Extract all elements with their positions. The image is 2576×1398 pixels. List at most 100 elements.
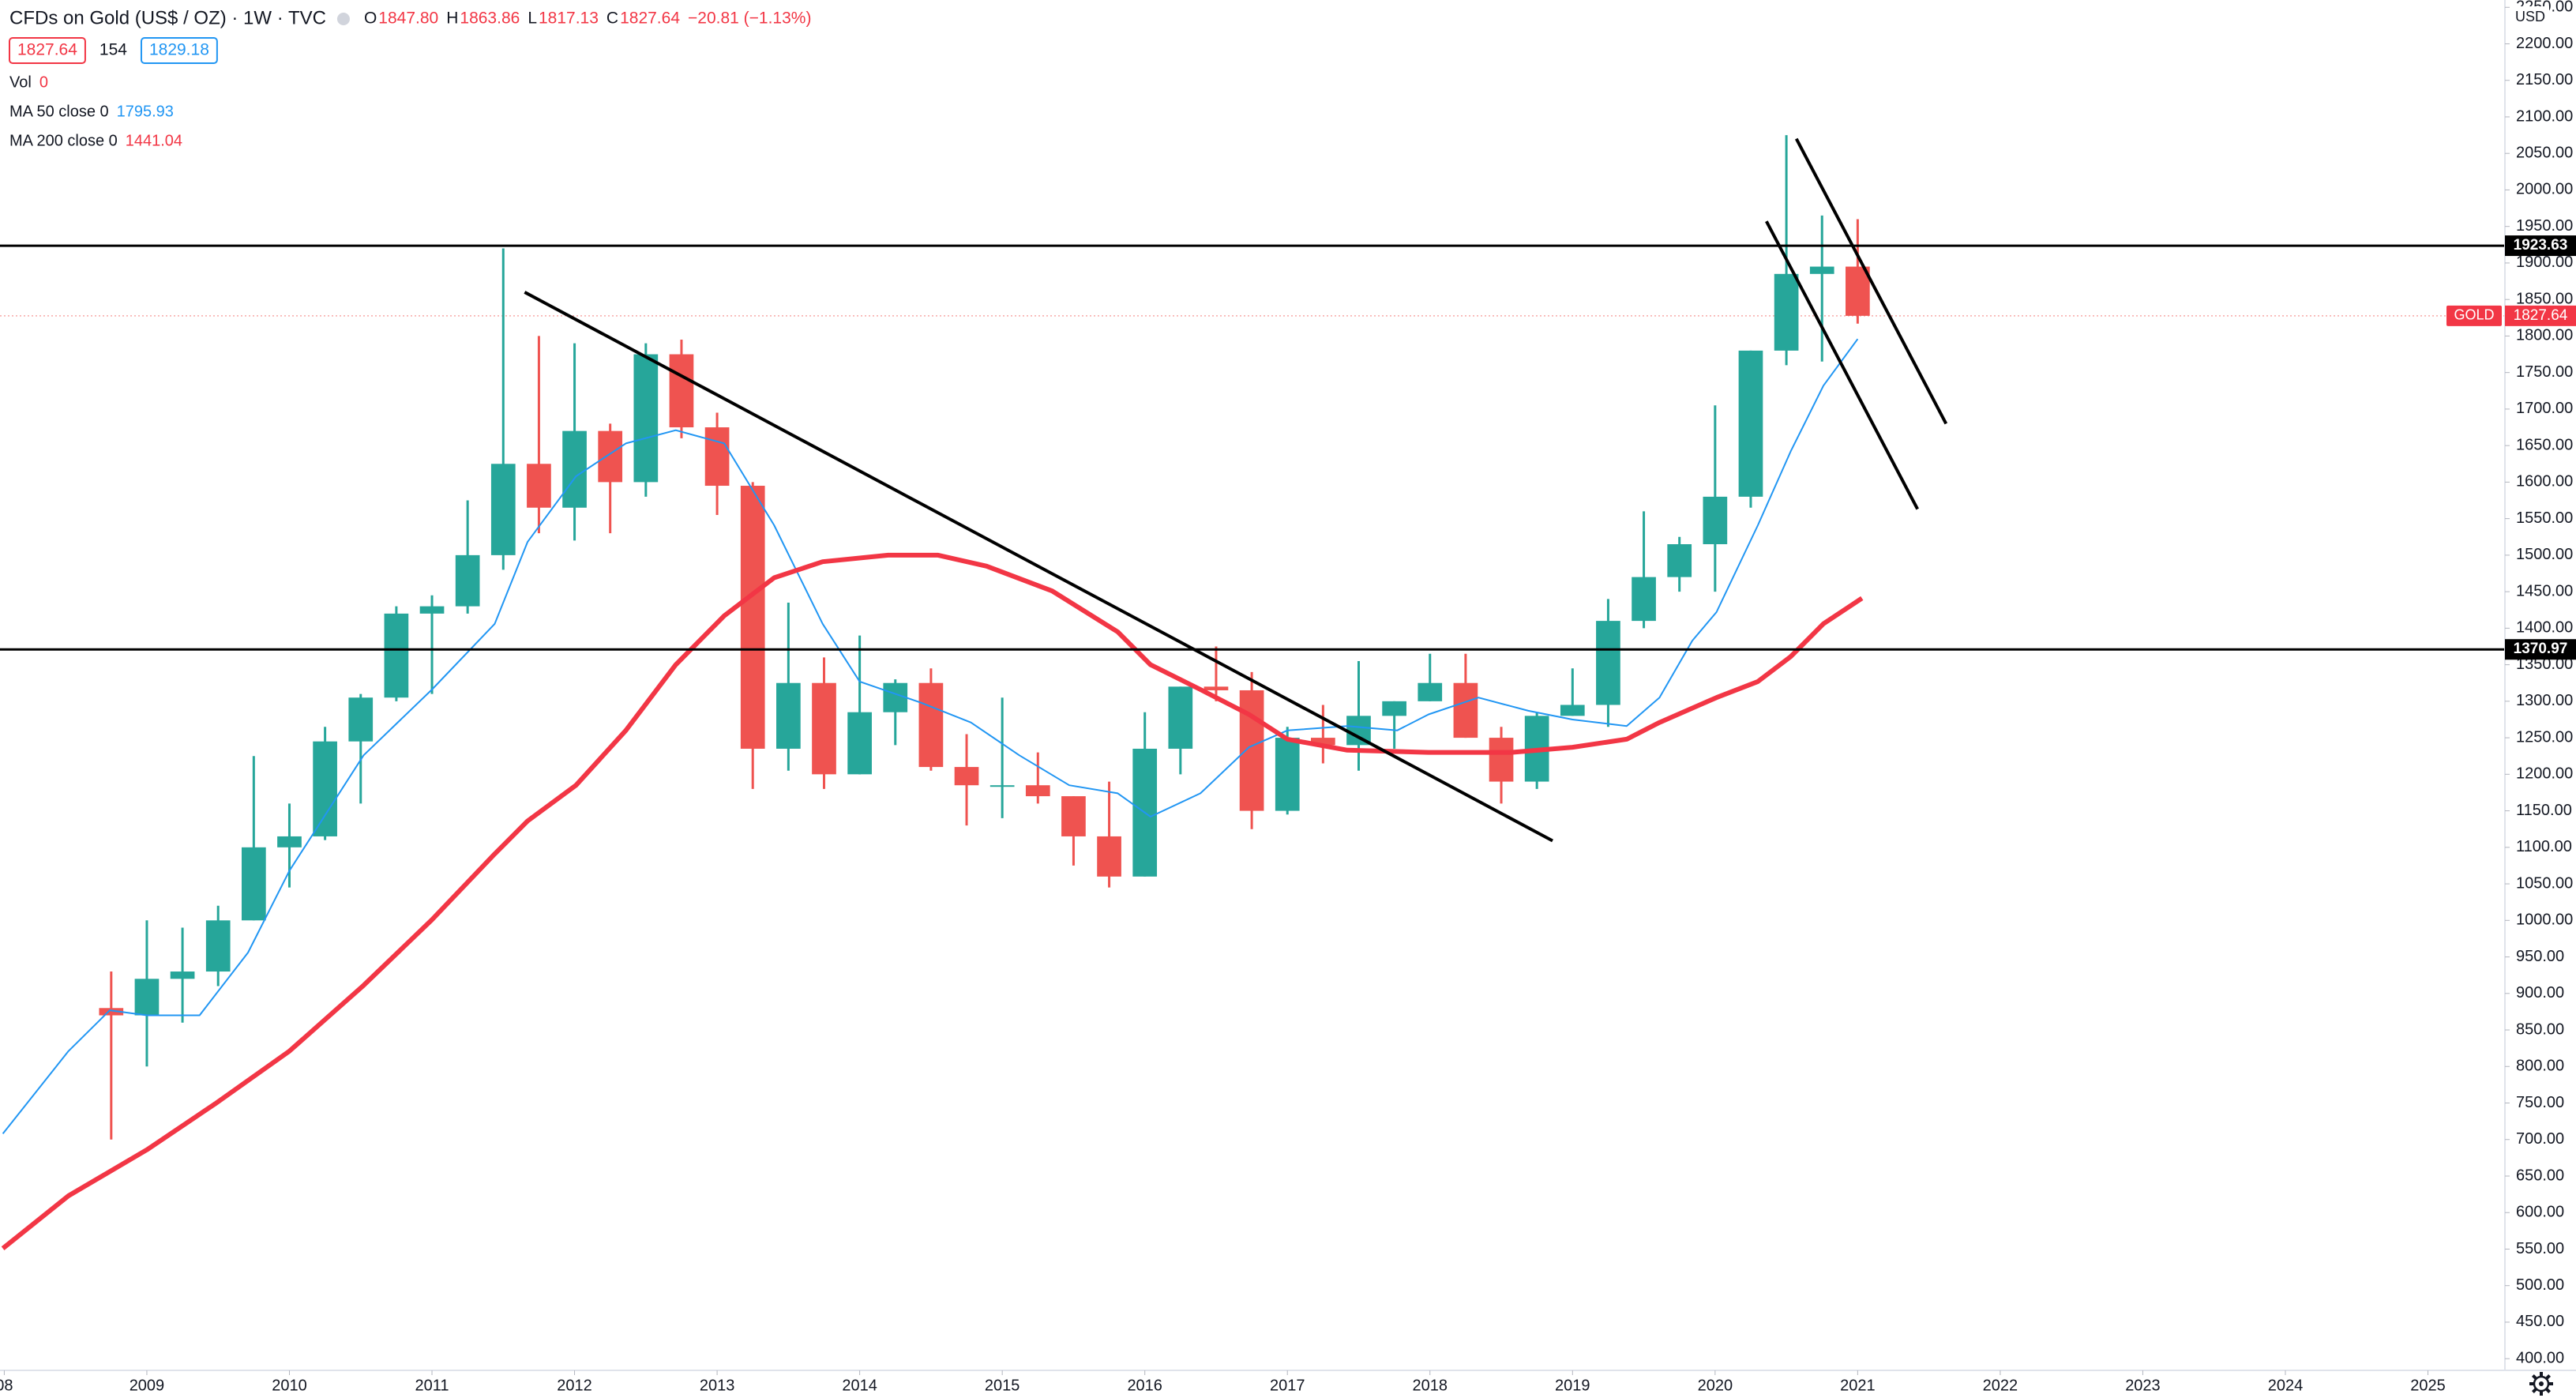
y-tick-label: 850.00 bbox=[2516, 1020, 2564, 1038]
legend: CFDs on Gold (US$ / OZ) · 1W · TVC O 1847.… bbox=[9, 7, 811, 149]
candle-body bbox=[99, 1008, 124, 1016]
candle-body bbox=[669, 354, 694, 428]
ohlc-change: −20.81 (−1.13%) bbox=[688, 9, 811, 28]
y-tick-label: 1900.00 bbox=[2516, 254, 2573, 271]
y-tick-label: 750.00 bbox=[2516, 1094, 2564, 1111]
settings-icon[interactable] bbox=[2529, 1372, 2553, 1396]
candle-body bbox=[170, 971, 195, 979]
candle-body bbox=[1667, 544, 1692, 577]
y-tick-label: 1350.00 bbox=[2516, 656, 2573, 673]
indicator-value: 1795.93 bbox=[117, 103, 174, 120]
y-tick-label: 1150.00 bbox=[2516, 802, 2572, 819]
ohlc-value: 1817.13 bbox=[539, 9, 599, 28]
indicator-value: 1441.04 bbox=[126, 132, 182, 149]
candle-body bbox=[704, 427, 730, 487]
horizontal-line-label: 1370.97 bbox=[2514, 641, 2568, 657]
candle-body bbox=[277, 836, 302, 847]
y-tick-label: 1600.00 bbox=[2516, 473, 2573, 490]
ohlc-key: L bbox=[528, 9, 537, 28]
horizontal-line-label-box bbox=[2505, 235, 2576, 257]
candle-body bbox=[740, 486, 765, 749]
candle-body bbox=[633, 354, 659, 483]
y-tick-label: 1850.00 bbox=[2516, 290, 2573, 307]
x-tick-label: 2016 bbox=[1127, 1377, 1162, 1394]
trendline bbox=[1794, 137, 1948, 425]
currency-box bbox=[2511, 6, 2549, 28]
candle-body bbox=[1382, 701, 1406, 716]
x-tick-label: 2018 bbox=[1413, 1377, 1448, 1394]
y-tick-label: 2000.00 bbox=[2516, 181, 2573, 198]
candle-body bbox=[490, 464, 516, 555]
last-price-label: 1827.64 bbox=[2514, 307, 2568, 324]
y-tick-label: 600.00 bbox=[2516, 1204, 2564, 1221]
bid-price: 1827.64 bbox=[17, 41, 77, 59]
y-tick-label: 1250.00 bbox=[2516, 728, 2573, 746]
y-tick-label: 1700.00 bbox=[2516, 400, 2573, 417]
candle-body bbox=[989, 785, 1015, 787]
y-tick-label: 1800.00 bbox=[2516, 327, 2573, 344]
trendline bbox=[524, 291, 1553, 843]
horizontal-line-label-box bbox=[2505, 639, 2576, 660]
y-tick-label: 1650.00 bbox=[2516, 436, 2573, 453]
x-tick-label: 2012 bbox=[557, 1377, 592, 1394]
y-tick-label: 1300.00 bbox=[2516, 692, 2573, 709]
indicator-name: Vol bbox=[9, 73, 32, 91]
y-tick-label: 700.00 bbox=[2516, 1130, 2564, 1148]
candle-body bbox=[1204, 686, 1229, 690]
candle-body bbox=[1025, 785, 1050, 797]
x-tick-label: 2011 bbox=[415, 1377, 449, 1394]
candle-body bbox=[313, 741, 337, 836]
x-tick-label: 2017 bbox=[1270, 1377, 1305, 1394]
candle-body bbox=[1097, 836, 1121, 877]
x-tick-label: 08 bbox=[0, 1377, 13, 1394]
candle-body bbox=[1275, 738, 1300, 811]
candle-body bbox=[776, 682, 801, 749]
y-tick-label: 1100.00 bbox=[2516, 838, 2572, 855]
ohlc-key: O bbox=[364, 9, 377, 28]
y-tick-label: 1000.00 bbox=[2516, 911, 2573, 929]
trendline bbox=[1765, 220, 1919, 510]
spread: 154 bbox=[100, 41, 127, 59]
candle-body bbox=[1846, 266, 1870, 316]
ohlc-value: 1863.86 bbox=[460, 9, 520, 28]
ohlc-key: C bbox=[606, 9, 618, 28]
last-price-name: GOLD bbox=[2454, 307, 2494, 323]
x-tick-label: 2014 bbox=[842, 1377, 877, 1394]
currency-label: USD bbox=[2515, 9, 2545, 24]
candle-body bbox=[1560, 705, 1585, 716]
ask-price-box bbox=[140, 37, 218, 64]
candle-body bbox=[205, 920, 231, 972]
y-tick-label: 550.00 bbox=[2516, 1240, 2564, 1257]
candle-body bbox=[954, 767, 979, 786]
moving-average-line bbox=[2, 338, 1859, 1135]
ohlc-key: H bbox=[446, 9, 458, 28]
y-tick-label: 2100.00 bbox=[2516, 107, 2573, 125]
y-tick-label: 1500.00 bbox=[2516, 546, 2573, 563]
y-tick-label: 950.00 bbox=[2516, 948, 2564, 965]
y-tick-label: 400.00 bbox=[2516, 1349, 2564, 1366]
y-tick-label: 2050.00 bbox=[2516, 144, 2573, 161]
candle-body bbox=[1703, 496, 1728, 545]
moving-average-line bbox=[1, 552, 1864, 1250]
x-tick-label: 2010 bbox=[272, 1377, 307, 1394]
x-tick-label: 2009 bbox=[130, 1377, 165, 1394]
x-tick-label: 2013 bbox=[700, 1377, 735, 1394]
candle-body bbox=[384, 613, 409, 698]
candle-body bbox=[1418, 682, 1443, 701]
candle-body bbox=[1774, 273, 1799, 351]
candle-body bbox=[1632, 577, 1656, 622]
candle-body bbox=[883, 682, 908, 712]
candle-body bbox=[918, 682, 944, 768]
y-tick-label: 1550.00 bbox=[2516, 509, 2573, 527]
ohlc-value: 1827.64 bbox=[620, 9, 680, 28]
candle-body bbox=[562, 430, 587, 508]
candle-body bbox=[1239, 690, 1264, 811]
ohlc-value: 1847.80 bbox=[378, 9, 438, 28]
y-tick-label: 450.00 bbox=[2516, 1313, 2564, 1330]
last-price-box bbox=[2505, 305, 2576, 326]
candle-body bbox=[1168, 686, 1193, 749]
y-tick-label: 1950.00 bbox=[2516, 217, 2573, 235]
candle-body bbox=[1311, 738, 1335, 746]
y-tick-label: 1400.00 bbox=[2516, 619, 2573, 637]
